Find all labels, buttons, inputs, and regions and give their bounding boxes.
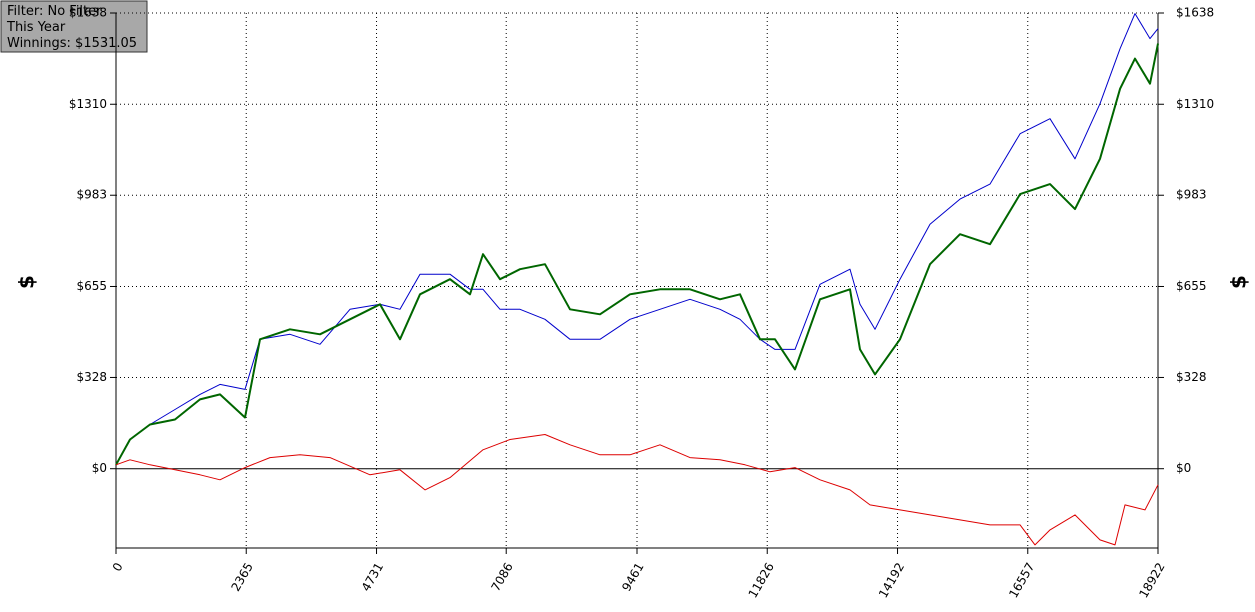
y2-tick-label: $328 (1176, 370, 1207, 384)
y-tick-label: $983 (76, 188, 107, 202)
y2-tick-label: $1638 (1176, 6, 1214, 20)
series-line (115, 434, 1159, 546)
y2-tick-label: $0 (1176, 461, 1191, 475)
y-tick-label: $655 (76, 279, 107, 293)
y-axis-label: $ (15, 275, 39, 289)
y-tick-label: $1638 (69, 6, 107, 20)
y-tick-label: $0 (92, 461, 107, 475)
legend-box (0, 0, 148, 53)
y2-axis-label: $ (1227, 275, 1251, 289)
legend-line: Winnings: $1531.05 (7, 36, 137, 51)
y2-tick-label: $1310 (1176, 97, 1214, 111)
y2-tick-label: $655 (1176, 279, 1207, 293)
series-line (115, 43, 1159, 466)
y-tick-label: $328 (76, 370, 107, 384)
y-tick-label: $1310 (69, 97, 107, 111)
legend-line: Filter: No Filter (7, 4, 102, 19)
legend-line: This Year (6, 20, 66, 35)
series-line (115, 13, 1159, 466)
y2-tick-label: $983 (1176, 188, 1207, 202)
legend: Filter: No Filter This Year Winnings: $1… (0, 0, 148, 53)
